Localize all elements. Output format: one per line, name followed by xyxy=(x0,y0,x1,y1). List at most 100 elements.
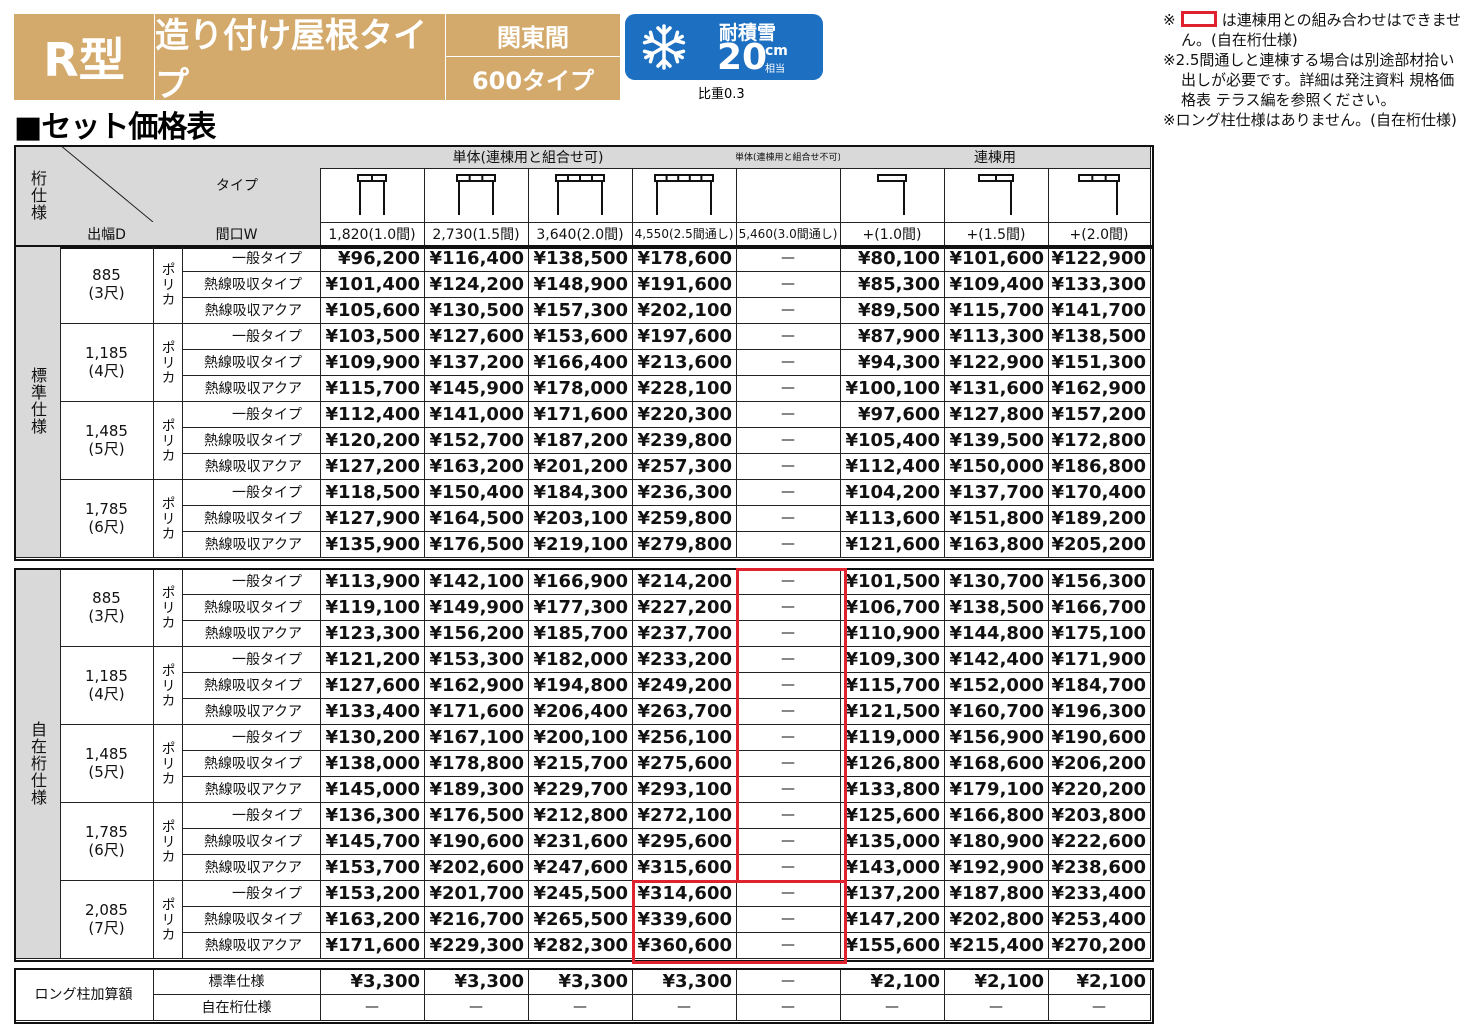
price-cell: ¥121,500 xyxy=(840,698,945,725)
price-cell: ¥166,700 xyxy=(1048,594,1151,621)
carport-frame-icon xyxy=(357,174,387,215)
price-cell: ¥138,500 xyxy=(1048,323,1151,350)
price-cell: ¥145,900 xyxy=(424,375,529,402)
price-cell: — xyxy=(736,750,841,777)
price-cell: ¥101,600 xyxy=(944,245,1049,272)
price-cell: ¥186,800 xyxy=(1048,453,1151,480)
linked-frame-icon xyxy=(877,174,907,215)
price-cell: ¥171,600 xyxy=(528,401,633,428)
price-cell: ¥150,000 xyxy=(944,453,1049,480)
row-type-label: 熱線吸収タイプ xyxy=(182,906,321,933)
price-cell: ¥127,900 xyxy=(320,505,425,532)
price-cell: ¥184,700 xyxy=(1048,672,1151,699)
row-type-label: 一般タイプ xyxy=(182,802,321,829)
note-1-text: は連棟用との組み合わせはできません。(自在桁仕様) xyxy=(1181,11,1462,49)
group-single-only-header: 単体(連棟用と組合せ不可) xyxy=(736,145,841,169)
model-label: R型 xyxy=(14,14,154,100)
price-cell: ¥200,100 xyxy=(528,724,633,751)
price-cell: ¥282,300 xyxy=(528,932,633,959)
material-cell: ポリカ xyxy=(153,245,183,324)
depth-shaku: (7尺) xyxy=(88,919,125,937)
price-cell: ¥151,300 xyxy=(1048,349,1151,376)
price-cell: ¥172,800 xyxy=(1048,427,1151,454)
price-cell: ¥279,800 xyxy=(632,531,737,558)
price-cell: ¥227,200 xyxy=(632,594,737,621)
price-cell: ¥85,300 xyxy=(840,271,945,298)
price-cell: ¥80,100 xyxy=(840,245,945,272)
price-cell: ¥96,200 xyxy=(320,245,425,272)
depth-cell: 1,485 (5尺) xyxy=(60,724,154,803)
group-single-header: 単体(連棟用と組合せ可) xyxy=(320,145,737,169)
row-type-label: 熱線吸収タイプ xyxy=(182,828,321,855)
price-cell: — xyxy=(320,994,425,1021)
region-label: 関東間 xyxy=(446,14,620,57)
row-type-label: 熱線吸収タイプ xyxy=(182,672,321,699)
price-cell: ¥166,900 xyxy=(528,568,633,595)
price-cell: ¥212,800 xyxy=(528,802,633,829)
price-cell: ¥142,100 xyxy=(424,568,529,595)
price-cell: ¥272,100 xyxy=(632,802,737,829)
snow-label: 耐積雪 xyxy=(719,22,777,44)
frame-diagram-cell xyxy=(840,168,945,223)
price-cell: ¥178,000 xyxy=(528,375,633,402)
price-cell: ¥130,500 xyxy=(424,297,529,324)
frame-diagram-cell xyxy=(944,168,1049,223)
price-cell: ¥160,700 xyxy=(944,698,1049,725)
price-cell: ¥97,600 xyxy=(840,401,945,428)
price-cell: — xyxy=(736,802,841,829)
price-cell: ¥3,300 xyxy=(528,968,633,995)
price-cell: ¥104,200 xyxy=(840,479,945,506)
long-post-type: 自在桁仕様 xyxy=(153,994,321,1021)
price-cell: ¥105,400 xyxy=(840,427,945,454)
price-cell: ¥144,800 xyxy=(944,620,1049,647)
price-cell: — xyxy=(736,594,841,621)
price-cell: — xyxy=(736,672,841,699)
price-cell: — xyxy=(736,968,841,995)
red-frame-legend-icon xyxy=(1181,11,1217,27)
column-header-width: 3,640(2.0間) xyxy=(528,222,633,246)
price-cell: — xyxy=(736,375,841,402)
price-cell: — xyxy=(736,349,841,376)
price-cell: ¥215,700 xyxy=(528,750,633,777)
price-cell: — xyxy=(1048,994,1151,1021)
carport-frame-icon xyxy=(456,174,496,215)
price-cell: — xyxy=(944,994,1049,1021)
price-cell: ¥293,100 xyxy=(632,776,737,803)
depth-shaku: (3尺) xyxy=(88,284,125,302)
price-cell: ¥203,800 xyxy=(1048,802,1151,829)
price-cell: ¥156,300 xyxy=(1048,568,1151,595)
price-cell: ¥202,100 xyxy=(632,297,737,324)
price-cell: ¥168,600 xyxy=(944,750,1049,777)
depth-shaku: (3尺) xyxy=(88,607,125,625)
price-cell: ¥113,300 xyxy=(944,323,1049,350)
price-cell: ¥121,200 xyxy=(320,646,425,673)
price-cell: ¥141,000 xyxy=(424,401,529,428)
row-type-label: 熱線吸収タイプ xyxy=(182,750,321,777)
price-cell: ¥157,200 xyxy=(1048,401,1151,428)
linked-frame-icon xyxy=(978,174,1014,215)
price-cell: ¥138,500 xyxy=(528,245,633,272)
price-cell: ¥121,600 xyxy=(840,531,945,558)
price-cell: — xyxy=(424,994,529,1021)
price-cell: ¥171,600 xyxy=(320,932,425,959)
price-cell: ¥249,200 xyxy=(632,672,737,699)
depth-cell: 885 (3尺) xyxy=(60,568,154,647)
snow-badge: 耐積雪 20 cm 相当 xyxy=(625,14,823,80)
carport-frame-icon xyxy=(654,174,714,215)
depth-shaku: (5尺) xyxy=(88,763,125,781)
notes: ※ は連棟用との組み合わせはできません。(自在桁仕様) ※2.5間通しと連棟する… xyxy=(1163,10,1463,130)
price-cell: — xyxy=(736,828,841,855)
roof-type-label: 造り付け屋根タイプ xyxy=(155,14,445,105)
price-cell: ¥137,700 xyxy=(944,479,1049,506)
price-cell: ¥239,800 xyxy=(632,427,737,454)
row-type-label: 一般タイプ xyxy=(182,880,321,907)
row-type-label: 熱線吸収アクア xyxy=(182,620,321,647)
price-cell: ¥125,600 xyxy=(840,802,945,829)
price-cell: ¥122,900 xyxy=(944,349,1049,376)
price-cell: ¥201,200 xyxy=(528,453,633,480)
price-cell: ¥265,500 xyxy=(528,906,633,933)
width-header: 間口W xyxy=(153,222,321,246)
column-header-width: 5,460(3.0間通し) xyxy=(736,222,841,246)
price-cell: — xyxy=(736,776,841,803)
price-cell: ¥171,900 xyxy=(1048,646,1151,673)
